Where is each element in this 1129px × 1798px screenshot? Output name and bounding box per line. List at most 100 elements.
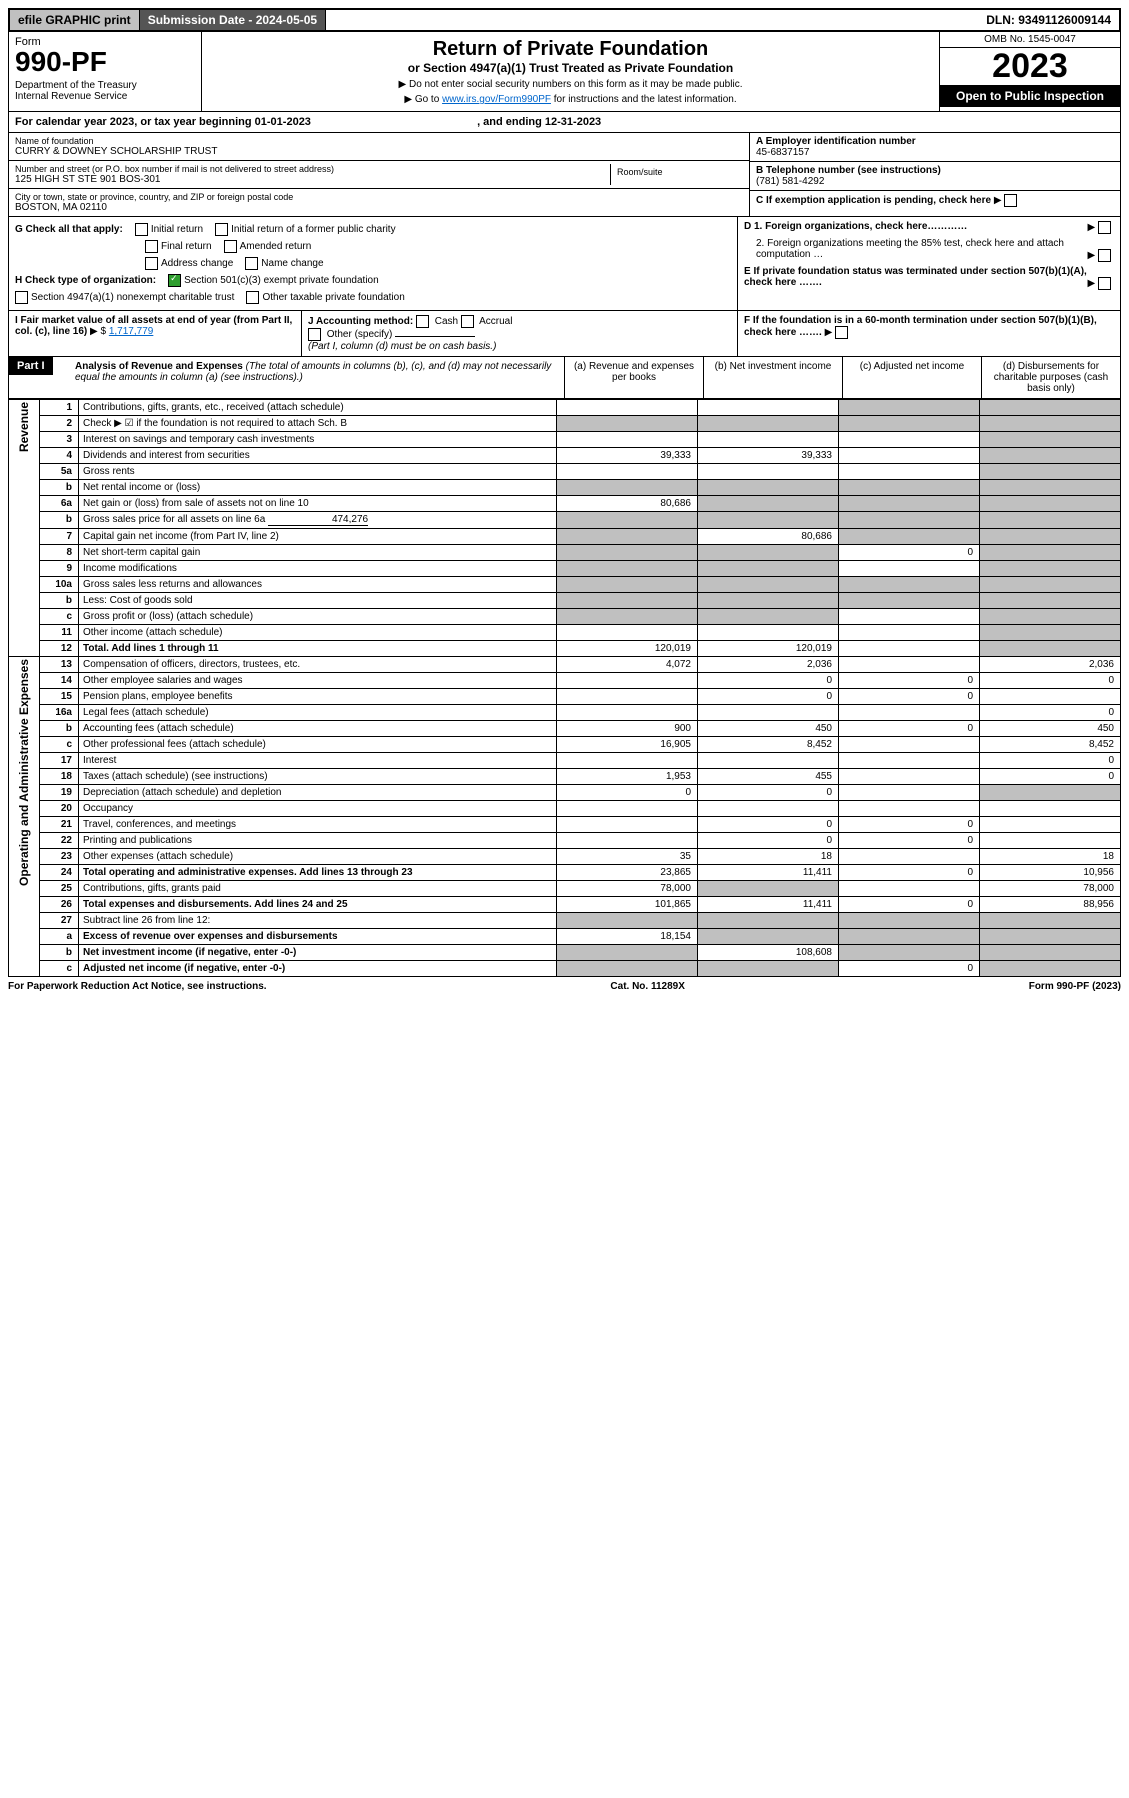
cell-a: 0: [557, 785, 698, 801]
cell-c-shaded: [839, 480, 980, 496]
line-number: 3: [40, 432, 79, 448]
j-other-checkbox[interactable]: [308, 328, 321, 341]
cell-d: [980, 817, 1121, 833]
h-4947-checkbox[interactable]: [15, 291, 28, 304]
cell-b: 39,333: [698, 448, 839, 464]
efile-button[interactable]: efile GRAPHIC print: [10, 10, 140, 30]
line-number: 10a: [40, 577, 79, 593]
submission-date-button[interactable]: Submission Date - 2024-05-05: [140, 10, 326, 30]
cell-c: [839, 705, 980, 721]
cell-c: [839, 657, 980, 673]
cell-a: [557, 432, 698, 448]
cell-d: [980, 689, 1121, 705]
line-number: 26: [40, 897, 79, 913]
table-row: 22Printing and publications00: [9, 833, 1121, 849]
cell-a-shaded: [557, 545, 698, 561]
topbar-spacer: [326, 10, 978, 30]
cell-c: [839, 609, 980, 625]
line-desc: Less: Cost of goods sold: [79, 593, 557, 609]
cell-a: [557, 753, 698, 769]
line-number: 7: [40, 529, 79, 545]
check-section-gh: G Check all that apply: Initial return I…: [8, 217, 1121, 311]
h-other-checkbox[interactable]: [246, 291, 259, 304]
cell-d: 88,956: [980, 897, 1121, 913]
table-row: 14Other employee salaries and wages000: [9, 673, 1121, 689]
cell-c-shaded: [839, 512, 980, 529]
table-row: 8Net short-term capital gain0: [9, 545, 1121, 561]
cell-c-shaded: [839, 577, 980, 593]
cell-d-shaded: [980, 529, 1121, 545]
cell-d: [980, 801, 1121, 817]
fmv-link[interactable]: 1,717,779: [109, 326, 154, 337]
j-accrual-checkbox[interactable]: [461, 315, 474, 328]
line-desc: Interest: [79, 753, 557, 769]
cell-d-shaded: [980, 496, 1121, 512]
line-number: 15: [40, 689, 79, 705]
line-number: 1: [40, 400, 79, 416]
j-cash-checkbox[interactable]: [416, 315, 429, 328]
cell-a: [557, 705, 698, 721]
cell-a: 1,953: [557, 769, 698, 785]
line-number: 20: [40, 801, 79, 817]
line-desc: Occupancy: [79, 801, 557, 817]
e-checkbox[interactable]: [1098, 277, 1111, 290]
g-final-checkbox[interactable]: [145, 240, 158, 253]
cell-b: 0: [698, 673, 839, 689]
cell-b: [698, 464, 839, 480]
line-number: b: [40, 480, 79, 496]
cell-b-shaded: [698, 881, 839, 897]
d2-checkbox[interactable]: [1098, 249, 1111, 262]
g-initial-former-checkbox[interactable]: [215, 223, 228, 236]
topbar: efile GRAPHIC print Submission Date - 20…: [8, 8, 1121, 32]
phone-cell: B Telephone number (see instructions) (7…: [750, 162, 1120, 191]
line-desc: Net rental income or (loss): [79, 480, 557, 496]
cell-a: [557, 817, 698, 833]
line-number: 27: [40, 913, 79, 929]
table-row: Operating and Administrative Expenses13C…: [9, 657, 1121, 673]
line-number: 14: [40, 673, 79, 689]
f-checkbox[interactable]: [835, 326, 848, 339]
table-row: 16aLegal fees (attach schedule)0: [9, 705, 1121, 721]
footer-left: For Paperwork Reduction Act Notice, see …: [8, 981, 267, 992]
cell-c-shaded: [839, 400, 980, 416]
omb-number: OMB No. 1545-0047: [940, 32, 1120, 48]
g-initial-checkbox[interactable]: [135, 223, 148, 236]
cell-d: 18: [980, 849, 1121, 865]
line-desc: Total expenses and disbursements. Add li…: [79, 897, 557, 913]
table-row: 12Total. Add lines 1 through 11120,01912…: [9, 641, 1121, 657]
g-name-checkbox[interactable]: [245, 257, 258, 270]
cell-c: 0: [839, 721, 980, 737]
line-desc: Other professional fees (attach schedule…: [79, 737, 557, 753]
line-desc: Compensation of officers, directors, tru…: [79, 657, 557, 673]
line-number: 22: [40, 833, 79, 849]
line-number: 25: [40, 881, 79, 897]
cell-c: [839, 641, 980, 657]
g-amended-checkbox[interactable]: [224, 240, 237, 253]
cell-c-shaded: [839, 416, 980, 432]
cell-d: 0: [980, 673, 1121, 689]
cell-d-shaded: [980, 785, 1121, 801]
cell-b: 18: [698, 849, 839, 865]
irs-link[interactable]: www.irs.gov/Form990PF: [442, 94, 551, 105]
address-row: Number and street (or P.O. box number if…: [9, 161, 749, 189]
line-desc: Net investment income (if negative, ente…: [79, 945, 557, 961]
g-address-checkbox[interactable]: [145, 257, 158, 270]
cell-c: [839, 737, 980, 753]
cell-c-shaded: [839, 945, 980, 961]
cell-d: 8,452: [980, 737, 1121, 753]
line-desc: Income modifications: [79, 561, 557, 577]
cell-b-shaded: [698, 512, 839, 529]
cell-a: 23,865: [557, 865, 698, 881]
cell-d: 78,000: [980, 881, 1121, 897]
d1-checkbox[interactable]: [1098, 221, 1111, 234]
dln-label: DLN: 93491126009144: [978, 10, 1119, 30]
h-501c3-checkbox[interactable]: [168, 274, 181, 287]
table-row: 19Depreciation (attach schedule) and dep…: [9, 785, 1121, 801]
cell-a-shaded: [557, 529, 698, 545]
cell-d-shaded: [980, 464, 1121, 480]
street-address: 125 HIGH ST STE 901 BOS-301: [15, 174, 610, 185]
form-subtitle: or Section 4947(a)(1) Trust Treated as P…: [208, 61, 933, 75]
line-desc: Gross rents: [79, 464, 557, 480]
table-row: 5aGross rents: [9, 464, 1121, 480]
c-checkbox[interactable]: [1004, 194, 1017, 207]
